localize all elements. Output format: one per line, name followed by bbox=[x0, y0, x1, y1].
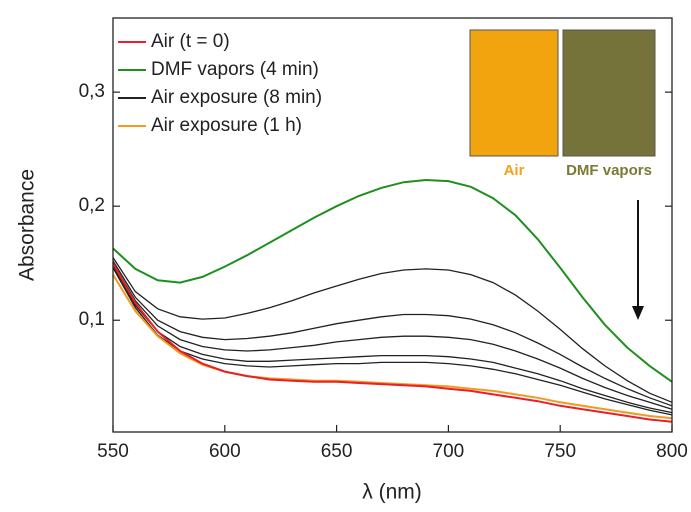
series-line bbox=[112, 267, 673, 416]
x-tick-label: 750 bbox=[544, 441, 576, 462]
arrow-head bbox=[632, 306, 644, 320]
series-line bbox=[112, 257, 673, 403]
plot-frame bbox=[112, 17, 673, 433]
series-line bbox=[112, 274, 673, 420]
series-line bbox=[112, 265, 673, 414]
y-tick-label: 0,2 bbox=[79, 195, 105, 216]
series-line bbox=[112, 178, 673, 383]
series-line bbox=[112, 262, 673, 410]
inset-label: Air bbox=[504, 162, 525, 179]
legend-label: Air exposure (1 h) bbox=[151, 115, 302, 136]
air-photo bbox=[469, 29, 559, 157]
y-tick-label: 0,1 bbox=[79, 309, 105, 330]
dmf-photo bbox=[562, 29, 656, 157]
x-tick-label: 600 bbox=[209, 441, 241, 462]
x-tick-label: 800 bbox=[656, 441, 688, 462]
series-line bbox=[112, 260, 673, 407]
legend-label: Air exposure (8 min) bbox=[151, 87, 322, 108]
x-tick-label: 650 bbox=[321, 441, 353, 462]
x-tick-label: 550 bbox=[97, 441, 129, 462]
y-tick-label: 0,3 bbox=[79, 81, 105, 102]
inset-label: DMF vapors bbox=[566, 162, 652, 179]
legend-label: Air (t = 0) bbox=[151, 31, 230, 52]
series-line bbox=[112, 262, 673, 423]
x-tick-label: 700 bbox=[433, 441, 465, 462]
x-axis-label: λ (nm) bbox=[362, 481, 422, 504]
y-axis-label: Absorbance bbox=[16, 169, 39, 281]
legend-label: DMF vapors (4 min) bbox=[151, 59, 319, 80]
